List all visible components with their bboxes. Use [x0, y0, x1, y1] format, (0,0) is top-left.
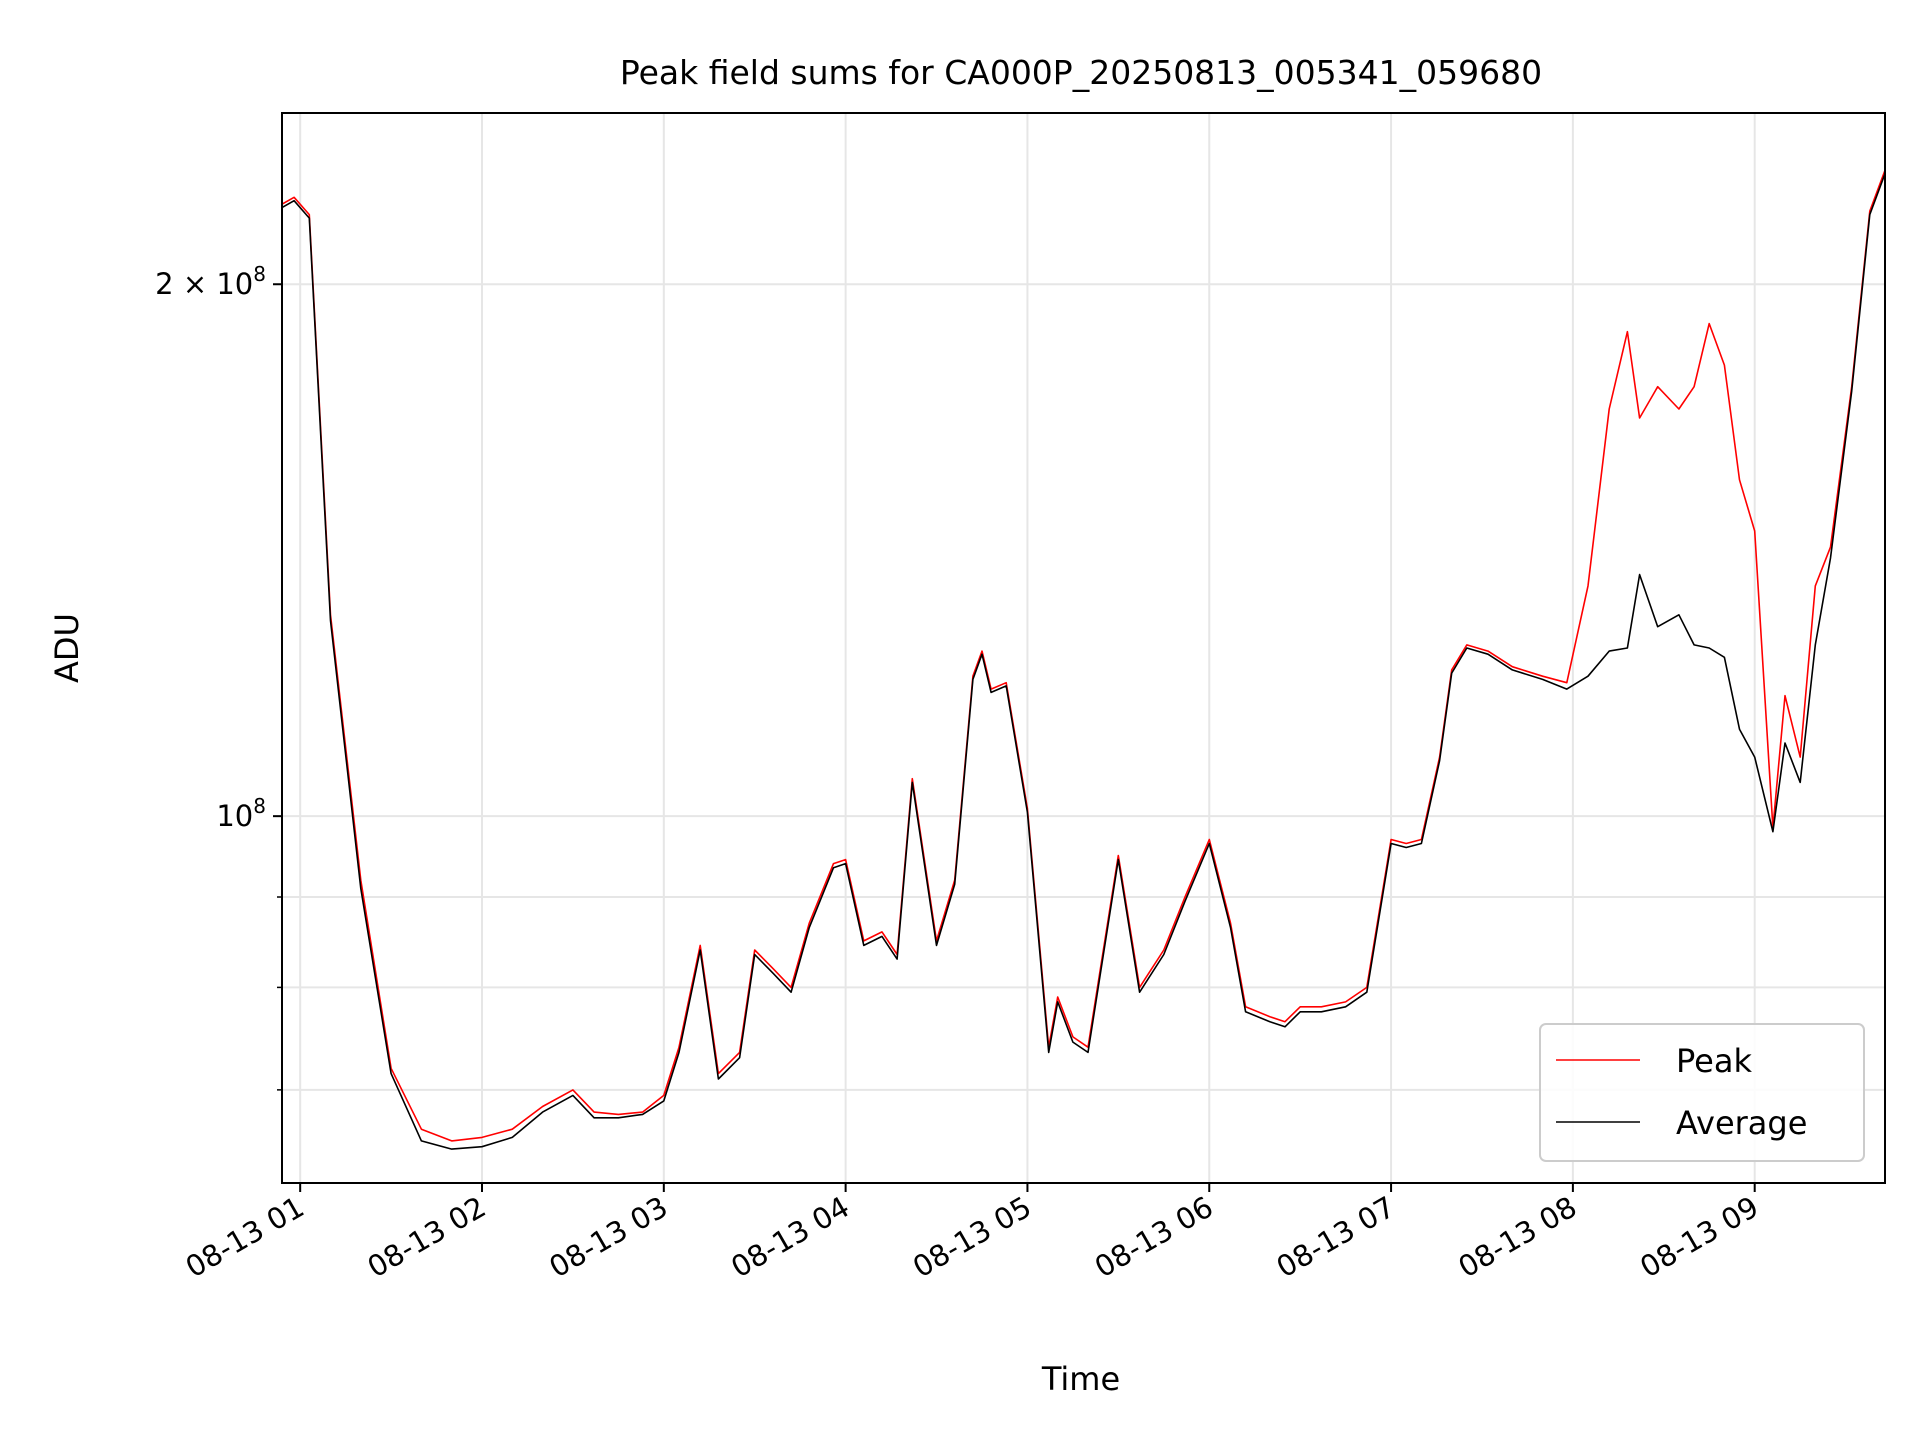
y-tick-label: 2 × 108	[155, 262, 266, 301]
y-axis-label: ADU	[48, 613, 86, 683]
series-line-average	[282, 173, 1885, 1150]
y-axis-ticks: 108 2 × 108	[155, 262, 282, 1091]
y-tick-label: 108	[216, 794, 266, 833]
chart-title: Peak field sums for CA000P_20250813_0053…	[620, 53, 1542, 92]
plot-background	[282, 113, 1885, 1183]
x-axis-label: Time	[1041, 1360, 1120, 1398]
legend-label-average: Average	[1676, 1104, 1807, 1142]
plot-area: 08-13 01 08-13 02 08-13 03 08-13 04 08-13 05…	[155, 112, 1886, 1284]
grid-lines	[282, 113, 1885, 1183]
legend-label-peak: Peak	[1676, 1042, 1752, 1080]
legend-box	[1539, 1023, 1865, 1162]
legend: Peak Average	[1539, 1023, 1865, 1162]
plot-frame	[281, 112, 1886, 1184]
series-line-peak	[282, 170, 1885, 1142]
series-layer	[282, 170, 1885, 1150]
